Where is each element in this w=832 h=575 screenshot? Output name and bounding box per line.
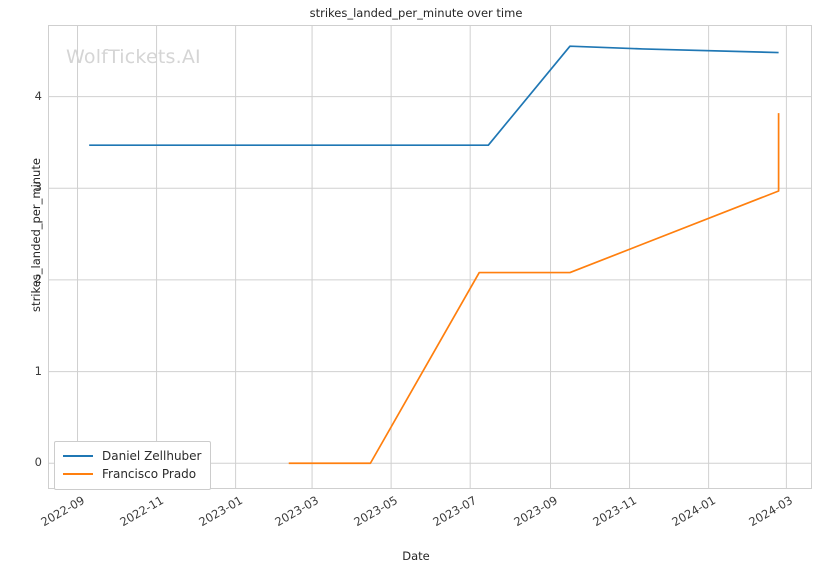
plot-canvas [49,26,811,488]
legend-item-label: Daniel Zellhuber [102,449,202,463]
x-tick-label: 2022-11 [116,493,166,530]
x-tick-label: 2023-07 [430,493,480,530]
legend-item[interactable]: Francisco Prado [63,465,201,483]
series-line [89,45,779,147]
x-axis-label: Date [402,549,430,563]
chart-title: strikes_landed_per_minute over time [309,6,523,20]
y-tick-label: 2 [34,271,42,286]
y-axis-label: strikes_landed_per_minute [29,158,43,312]
x-tick-label: 2024-01 [668,493,718,530]
y-tick-label: 0 [34,455,42,470]
x-tick-label: 2022-09 [37,493,87,530]
y-tick-label: 1 [34,363,42,378]
x-tick-label: 2023-11 [589,493,639,530]
series-line [288,113,780,465]
x-tick-label: 2023-09 [510,493,560,530]
legend-color-swatch [63,473,93,475]
legend-color-swatch [63,455,93,457]
y-tick-label: 3 [34,180,42,195]
legend-item-label: Francisco Prado [102,467,197,481]
x-tick-label: 2023-05 [351,493,401,530]
x-tick-label: 2024-03 [746,493,796,530]
legend-item[interactable]: Daniel Zellhuber [63,447,201,465]
plot-area: WolfTickets.AI [48,25,812,489]
chart-legend: Daniel Zellhuber Francisco Prado [54,441,212,490]
x-tick-label: 2023-01 [195,493,245,530]
y-tick-label: 4 [34,88,42,103]
x-tick-label: 2023-03 [272,493,322,530]
